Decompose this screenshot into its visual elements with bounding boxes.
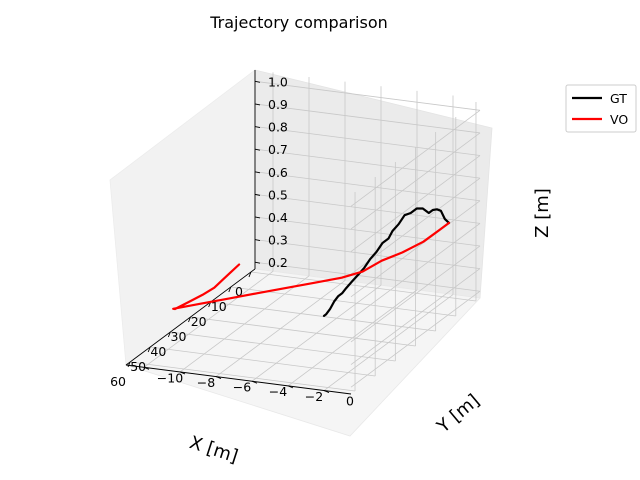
- z-tick-label: 0.9: [268, 97, 288, 112]
- grid-line-z-left: [350, 290, 481, 388]
- grid-line-y-floor: [323, 294, 454, 391]
- legend: GT VO: [565, 84, 637, 133]
- grid-line-x-floor: [170, 331, 396, 362]
- grid-line-z-back: [254, 261, 481, 292]
- legend-frame: [565, 84, 637, 133]
- grid-line-y-floor: [287, 289, 418, 387]
- z-tick-mark: [254, 126, 261, 128]
- y-tick-label: −2: [305, 389, 323, 404]
- y-axis-line: [125, 364, 352, 395]
- x-tick-label: 40: [150, 344, 166, 359]
- grid-line-z-left: [350, 223, 481, 320]
- grid-line-z-back: [254, 126, 481, 156]
- y-tick-mark: [323, 390, 330, 393]
- grid-line-z-left: [350, 132, 481, 230]
- legend-label-vo: VO: [610, 112, 628, 127]
- legend-label-gt: GT: [610, 91, 627, 106]
- z-tick-label: 0.4: [268, 210, 288, 225]
- x-tick-mark: [147, 346, 151, 353]
- y-tick-label: −4: [269, 384, 287, 399]
- z-tick-mark: [254, 216, 261, 219]
- z-tick-label: 0.5: [268, 187, 288, 202]
- grid-line-z-left: [350, 268, 481, 365]
- y-tick-mark: [215, 376, 222, 380]
- x-tick-label: 50: [130, 359, 146, 374]
- grid-line-z-left: [350, 155, 481, 252]
- tick-marks: 0 10 20 30 40 50 60 0 −2 −4 −6 −8 −10 0.2 0.3 0.4 0.5 0.6…: [110, 74, 354, 408]
- grid-line-z-back: [254, 103, 481, 134]
- z-tick-label: 0.8: [268, 120, 288, 135]
- grid-line-y-floor: [215, 280, 346, 377]
- z-tick-mark: [254, 193, 261, 196]
- z-tick-label: 0.2: [268, 255, 288, 270]
- x-tick-mark: [167, 331, 171, 338]
- grid-line-x-floor: [129, 361, 356, 392]
- z-tick-mark: [254, 80, 261, 83]
- grid-line-z-back: [254, 239, 481, 269]
- z-tick-mark: [254, 148, 261, 151]
- series-line-vo: [172, 221, 451, 311]
- z-tick-mark: [254, 103, 261, 106]
- grid-line-z-left: [350, 200, 481, 298]
- grid-line-z-back: [254, 148, 481, 179]
- y-tick-label: 0: [346, 394, 354, 409]
- grid-line-x-floor: [250, 271, 477, 302]
- z-axis-label: Z [m]: [532, 188, 553, 238]
- y-tick-mark: [179, 371, 186, 375]
- grid-line-z-left: [350, 109, 481, 207]
- grid-line-y-floor: [179, 275, 310, 373]
- y-axis-label: Y [m]: [432, 390, 483, 438]
- grid-line-z-left: [350, 245, 481, 343]
- x-tick-mark: [228, 286, 232, 293]
- y-tick-label: −6: [233, 380, 251, 395]
- grid-line-z-back: [254, 216, 481, 247]
- grid-line-z-left: [350, 177, 481, 275]
- y-tick-label: −10: [157, 370, 183, 385]
- z-tick-mark: [254, 171, 261, 174]
- y-tick-mark: [287, 385, 294, 389]
- grid-line-x-floor: [150, 346, 376, 377]
- z-tick-label: 0.3: [268, 233, 288, 248]
- x-tick-label: 60: [110, 374, 126, 389]
- x-tick-label: 20: [191, 314, 207, 329]
- x-tick-mark: [188, 316, 191, 323]
- x-axis-label: X [m]: [187, 432, 241, 467]
- z-tick-label: 0.6: [268, 165, 288, 180]
- x-tick-mark: [248, 271, 252, 278]
- grid-line-z-back: [254, 193, 481, 224]
- data-series: [172, 207, 451, 317]
- y-tick-mark: [143, 366, 150, 370]
- grid-line-z-back: [254, 171, 481, 202]
- grid-line-y-floor: [143, 270, 274, 368]
- x-tick-label: 0: [235, 284, 243, 299]
- chart-title: Trajectory comparison: [209, 13, 388, 32]
- y-tick-mark: [251, 380, 258, 384]
- z-tick-label: 0.7: [268, 142, 288, 157]
- x-tick-mark: [127, 361, 131, 368]
- grid-line-y-floor: [251, 284, 382, 382]
- grid-line-x-floor: [190, 316, 416, 347]
- series-line-gt: [322, 207, 451, 317]
- x-tick-label: 10: [211, 299, 227, 314]
- z-tick-mark: [254, 239, 261, 242]
- z-tick-label: 1.0: [268, 74, 288, 89]
- z-tick-mark: [254, 261, 261, 264]
- grid-line-z-back: [254, 80, 481, 111]
- x-tick-label: 30: [171, 329, 187, 344]
- y-tick-label: −8: [197, 375, 215, 390]
